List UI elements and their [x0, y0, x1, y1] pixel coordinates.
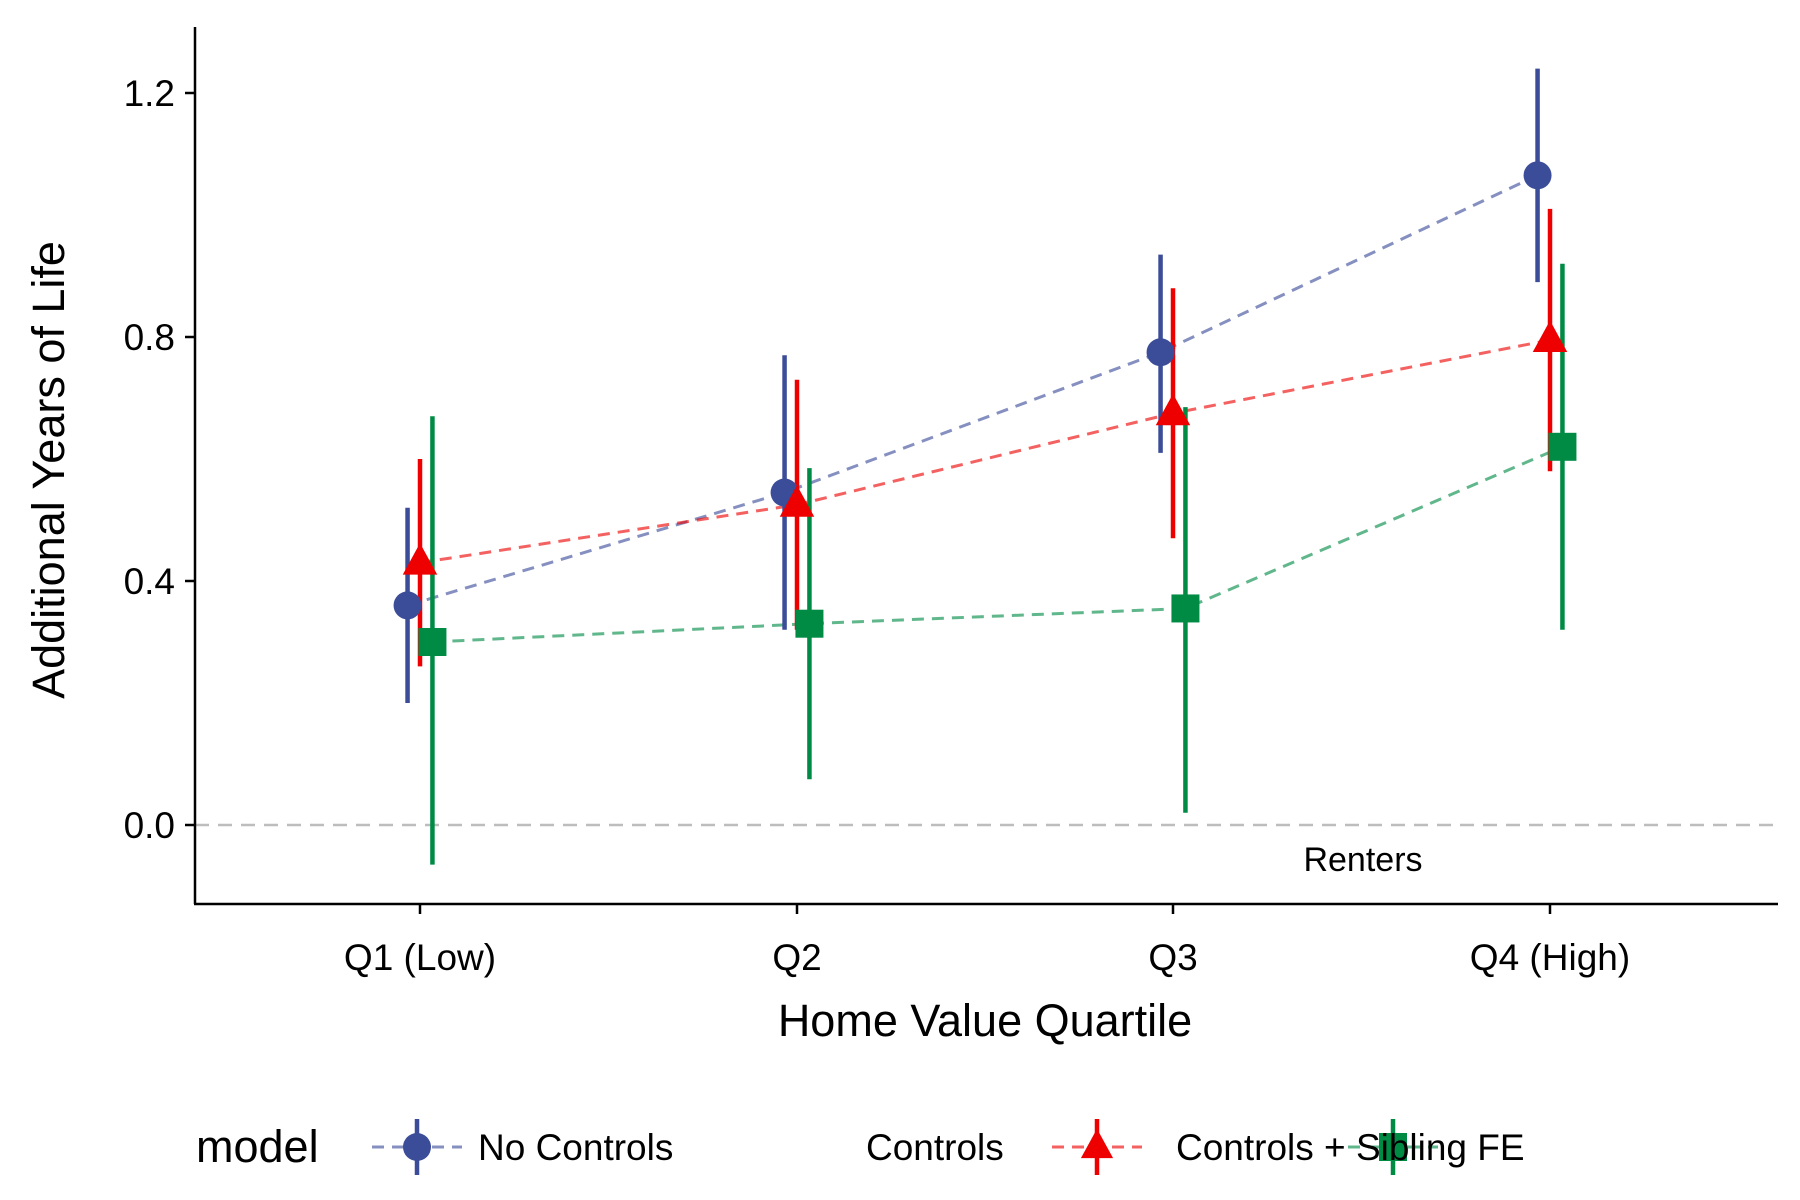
annotation-renters: Renters	[1303, 841, 1422, 879]
x-tick-label: Q4 (High)	[1470, 937, 1630, 978]
series-line-no-controls	[407, 173, 1539, 607]
legend: model No Controls Controls Controls + Sibl…	[196, 1119, 1525, 1175]
data-point-controls	[1155, 393, 1191, 426]
series-line-controls	[419, 338, 1551, 565]
data-point-controls-sibling-fe	[418, 628, 447, 656]
data-point-no-controls	[1146, 338, 1175, 367]
x-axis-title: Home Value Quartile	[778, 995, 1192, 1046]
legend-label-controls: Controls	[866, 1127, 1004, 1168]
legend-label-no-controls: No Controls	[478, 1127, 673, 1168]
y-ticks-layer: 0.0 0.4 0.8 1.2	[124, 73, 195, 846]
x-tick-label: Q1 (Low)	[344, 937, 496, 978]
error-bars-layer	[405, 68, 1565, 865]
connecting-lines-layer	[407, 173, 1564, 644]
x-ticks-layer: Q1 (Low) Q2 Q3 Q4 (High)	[344, 904, 1630, 978]
legend-marker-controls	[1080, 1128, 1114, 1159]
data-point-no-controls	[393, 591, 422, 620]
data-point-controls	[779, 485, 815, 517]
legend-title: model	[196, 1121, 319, 1172]
points-layer	[393, 161, 1577, 656]
data-point-controls-sibling-fe	[1171, 594, 1200, 623]
y-axis-title: Additional Years of Life	[23, 241, 74, 699]
data-point-controls-sibling-fe	[795, 609, 824, 638]
data-point-controls	[402, 543, 438, 575]
x-tick-label: Q3	[1148, 937, 1197, 978]
y-tick-label: 0.0	[124, 805, 175, 846]
x-tick-label: Q2	[772, 937, 821, 978]
data-point-controls	[1532, 320, 1568, 353]
y-tick-label: 0.8	[124, 317, 175, 358]
series-line-controls-sibling-fe	[432, 445, 1564, 644]
y-tick-label: 0.4	[124, 561, 175, 602]
data-point-controls-sibling-fe	[1548, 432, 1577, 461]
y-tick-label: 1.2	[124, 73, 175, 114]
legend-marker-no-controls	[403, 1133, 431, 1161]
legend-label-controls-sibling-fe: Controls + Sibling FE	[1176, 1127, 1525, 1168]
legend-marker-controls-sibling-fe	[1379, 1133, 1407, 1161]
data-point-no-controls	[1523, 161, 1552, 190]
